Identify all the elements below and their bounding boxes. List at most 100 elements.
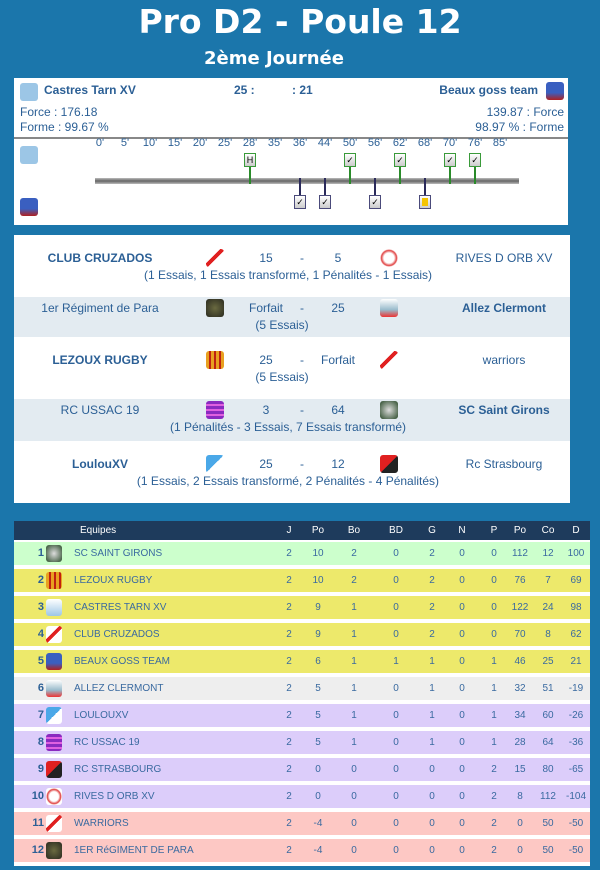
stat-cell: 1 — [351, 656, 357, 667]
try-event-icon[interactable]: ✓ — [294, 195, 306, 209]
score-separator: - — [300, 403, 304, 417]
table-row[interactable]: 11 WARRIORS 2 -4 0 0 0 0 2 0 50 -50 — [14, 812, 590, 835]
try-event-icon[interactable]: ✓ — [469, 153, 481, 167]
minute-tick: 5' — [120, 137, 130, 149]
team-name[interactable]: 1ER RéGIMENT DE PARA — [74, 845, 194, 856]
home-forme: Forme : 99.67 % — [20, 120, 109, 134]
stat-cell: 1 — [429, 683, 435, 694]
table-row[interactable]: 6 ALLEZ CLERMONT 2 5 1 0 1 0 1 32 51 -19 — [14, 677, 590, 700]
home-team[interactable]: CLUB CRUZADOS — [47, 251, 153, 265]
column-header[interactable]: P — [490, 525, 498, 536]
home-force: Force : 176.18 — [20, 105, 98, 119]
team-name[interactable]: CASTRES TARN XV — [74, 602, 167, 613]
try-event-icon[interactable]: ✓ — [319, 195, 331, 209]
team-name[interactable]: CLUB CRUZADOS — [74, 629, 160, 640]
home-team[interactable]: LoulouXV — [72, 457, 128, 471]
column-header[interactable]: J — [286, 525, 292, 536]
minute-tick: 68' — [417, 137, 433, 149]
stat-cell: 2 — [286, 575, 292, 586]
team-logo-icon — [46, 626, 62, 643]
stat-cell: 51 — [542, 683, 554, 694]
table-row[interactable]: 9 RC STRASBOURG 2 0 0 0 0 0 2 15 80 -65 — [14, 758, 590, 781]
home-team[interactable]: 1er Régiment de Para — [41, 301, 159, 315]
away-team-logo-icon — [380, 299, 398, 317]
stat-cell: 1 — [351, 602, 357, 613]
stat-cell: 112 — [512, 548, 528, 559]
try-event-icon[interactable]: ✓ — [344, 153, 356, 167]
team-logo-icon — [46, 707, 62, 724]
column-header[interactable]: Bo — [347, 525, 361, 536]
rank: 10 — [31, 790, 44, 802]
stat-cell: 2 — [286, 818, 292, 829]
stat-cell: 32 — [514, 683, 526, 694]
stat-cell: 64 — [542, 737, 554, 748]
try-event-icon[interactable]: ✓ — [369, 195, 381, 209]
away-team-logo-icon — [380, 249, 398, 267]
team-logo-icon — [46, 734, 62, 751]
stat-cell: 0 — [315, 791, 321, 802]
column-header[interactable]: N — [458, 525, 466, 536]
team-logo-icon — [46, 572, 62, 589]
home-team[interactable]: RC USSAC 19 — [60, 403, 140, 417]
rank: 4 — [37, 628, 44, 640]
home-team[interactable]: LEZOUX RUGBY — [52, 353, 148, 367]
rank: 1 — [37, 547, 44, 559]
team-name[interactable]: WARRIORS — [74, 818, 129, 829]
away-team[interactable]: Rc Strasbourg — [465, 457, 543, 471]
stat-cell: -4 — [313, 818, 323, 829]
team-name[interactable]: ALLEZ CLERMONT — [74, 683, 164, 694]
table-row[interactable]: 8 RC USSAC 19 2 5 1 0 1 0 1 28 64 -36 — [14, 731, 590, 754]
home-team-name[interactable]: Castres Tarn XV — [44, 83, 136, 97]
table-row[interactable]: 1 SC SAINT GIRONS 2 10 2 0 2 0 0 112 12 100 — [14, 542, 590, 565]
table-row[interactable]: 12 1ER RéGIMENT DE PARA 2 -4 0 0 0 0 2 0 50 -50 — [14, 839, 590, 862]
minute-tick: 20' — [192, 137, 208, 149]
team-name[interactable]: BEAUX GOSS TEAM — [74, 656, 170, 667]
stat-cell: 2 — [286, 737, 292, 748]
stat-cell: 122 — [511, 602, 529, 613]
table-row[interactable]: 7 LOULOUXV 2 5 1 0 1 0 1 34 60 -26 — [14, 704, 590, 727]
table-header: Equipes J Po Bo BD G N P Po Co D — [14, 521, 590, 540]
stat-cell: 2 — [351, 548, 357, 559]
away-team[interactable]: Allez Clermont — [461, 301, 547, 315]
try-event-icon[interactable]: ✓ — [444, 153, 456, 167]
team-name[interactable]: RC USSAC 19 — [74, 737, 140, 748]
team-name[interactable]: RC STRASBOURG — [74, 764, 162, 775]
try-event-icon[interactable]: ✓ — [394, 153, 406, 167]
table-row[interactable]: 3 CASTRES TARN XV 2 9 1 0 2 0 0 122 24 98 — [14, 596, 590, 619]
event-stem — [399, 167, 401, 184]
team-name[interactable]: LEZOUX RUGBY — [74, 575, 153, 586]
team-logo-icon — [46, 815, 62, 832]
table-row[interactable]: 5 BEAUX GOSS TEAM 2 6 1 1 1 0 1 46 25 21 — [14, 650, 590, 673]
table-row[interactable]: 4 CLUB CRUZADOS 2 9 1 0 2 0 0 70 8 62 — [14, 623, 590, 646]
table-row[interactable]: 2 LEZOUX RUGBY 2 10 2 0 2 0 0 76 7 69 — [14, 569, 590, 592]
column-header[interactable]: Co — [541, 525, 555, 536]
yellow-card-icon[interactable] — [419, 195, 431, 209]
away-team[interactable]: SC Saint Girons — [458, 403, 550, 417]
away-team[interactable]: warriors — [482, 353, 526, 367]
stat-cell: 2 — [491, 791, 497, 802]
column-header[interactable]: Po — [513, 525, 527, 536]
team-name[interactable]: LOULOUXV — [74, 710, 129, 721]
home-team-logo-icon — [206, 455, 224, 473]
column-header[interactable]: D — [572, 525, 580, 536]
stat-cell: 0 — [393, 629, 399, 640]
page-title: Pro D2 - Poule 12 — [138, 2, 462, 41]
away-team-name[interactable]: Beaux goss team — [439, 83, 538, 97]
team-name[interactable]: RIVES D ORB XV — [74, 791, 155, 802]
column-header[interactable]: BD — [389, 525, 403, 536]
stat-cell: 1 — [491, 683, 497, 694]
table-row[interactable]: 10 RIVES D ORB XV 2 0 0 0 0 0 2 8 112 -104 — [14, 785, 590, 808]
column-header[interactable]: Po — [311, 525, 325, 536]
stat-cell: 69 — [570, 575, 582, 586]
column-header[interactable]: Equipes — [80, 525, 117, 536]
column-header[interactable]: G — [428, 525, 436, 536]
stat-cell: 0 — [393, 737, 399, 748]
h-event-icon[interactable]: H — [244, 153, 256, 167]
match-timeline: 0' 5' 10' 15' 20' 25' 28' 35' 36' 44' 50' 56' 62' 68'… — [0, 0, 600, 230]
team-name[interactable]: SC SAINT GIRONS — [74, 548, 163, 559]
stat-cell: 0 — [459, 845, 465, 856]
stat-cell: 0 — [491, 548, 497, 559]
stat-cell: 0 — [393, 602, 399, 613]
away-score: 12 — [331, 457, 345, 471]
away-team[interactable]: RIVES D ORB XV — [455, 251, 553, 265]
